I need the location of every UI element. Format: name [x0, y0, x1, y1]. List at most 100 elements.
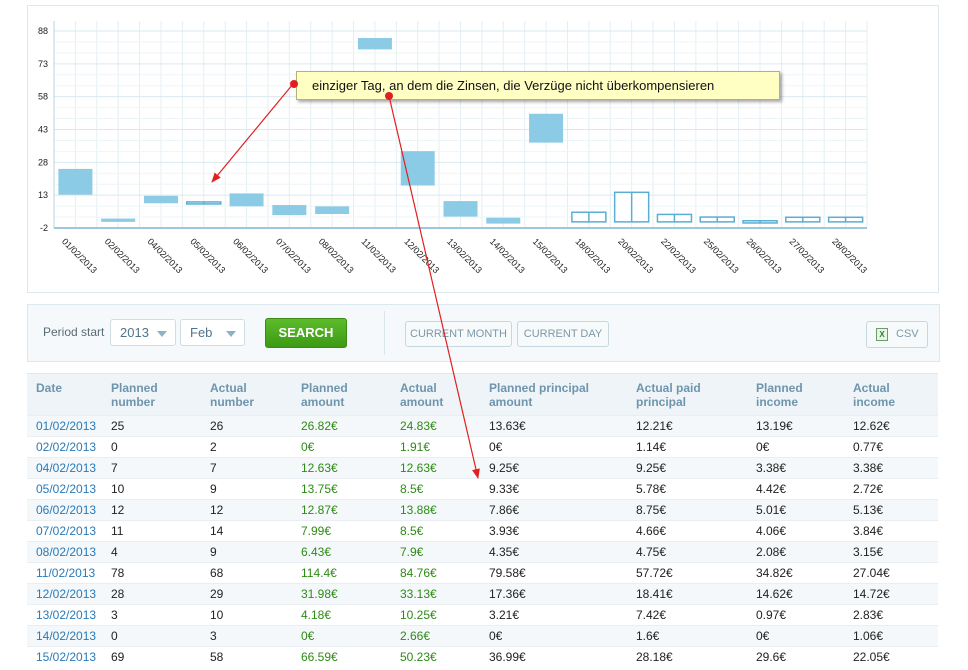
- csv-export-button[interactable]: X CSV: [866, 321, 928, 348]
- cell-actual-amount: 33.13€: [391, 583, 480, 605]
- cell-actual-number: 9: [201, 541, 292, 563]
- cell-actual-amount: 1.91€: [391, 436, 480, 458]
- header-actual-income[interactable]: Actual income: [844, 373, 938, 416]
- search-button[interactable]: SEARCH: [265, 318, 347, 348]
- cell-date[interactable]: 12/02/2013: [27, 583, 102, 605]
- month-value: Feb: [190, 325, 213, 340]
- chevron-down-icon: [226, 331, 236, 337]
- cell-planned-amount: 114.4€: [292, 562, 391, 584]
- cell-planned-number: 4: [102, 541, 201, 563]
- cell-date[interactable]: 04/02/2013: [27, 457, 102, 479]
- cell-planned-principal: 9.25€: [480, 457, 627, 479]
- y-tick-label: 58: [38, 92, 48, 102]
- cell-actual-income: 2.72€: [844, 478, 938, 500]
- cell-actual-number: 7: [201, 457, 292, 479]
- cell-planned-number: 12: [102, 499, 201, 521]
- table-row: 13/02/2013 3 10 4.18€ 10.25€ 3.21€ 7.42€ 0.97€ 2…: [27, 604, 938, 626]
- cell-planned-number: 25: [102, 415, 201, 437]
- cell-date[interactable]: 15/02/2013: [27, 646, 102, 667]
- table-row: 04/02/2013 7 7 12.63€ 12.63€ 9.25€ 9.25€ 3.38€ 3…: [27, 457, 938, 479]
- cell-actual-number: 29: [201, 583, 292, 605]
- header-planned-number[interactable]: Planned number: [102, 373, 201, 416]
- toolbar-divider: [384, 311, 385, 355]
- header-actual-paid-principal[interactable]: Actual paid principal: [627, 373, 747, 416]
- x-tick-label: 26/02/2013: [745, 236, 784, 275]
- cell-planned-principal: 0€: [480, 625, 627, 647]
- table-row: 12/02/2013 28 29 31.98€ 33.13€ 17.36€ 18.41€ 14…: [27, 583, 938, 605]
- cell-actual-income: 14.72€: [844, 583, 938, 605]
- cell-planned-income: 4.06€: [747, 520, 844, 542]
- current-month-button[interactable]: CURRENT MONTH: [405, 321, 512, 347]
- current-day-button[interactable]: CURRENT DAY: [517, 321, 609, 347]
- year-select[interactable]: 2013: [110, 319, 176, 346]
- cell-planned-amount: 7.99€: [292, 520, 391, 542]
- cell-planned-principal: 3.93€: [480, 520, 627, 542]
- cell-planned-amount: 4.18€: [292, 604, 391, 626]
- cell-planned-income: 29.6€: [747, 646, 844, 667]
- cell-actual-paid-principal: 1.14€: [627, 436, 747, 458]
- cell-actual-amount: 13.88€: [391, 499, 480, 521]
- header-actual-number[interactable]: Actual number: [201, 373, 292, 416]
- cell-planned-number: 0: [102, 436, 201, 458]
- candlestick-chart: 88 73 58 43 28 13 -2 01/02/2013 02/02/2013 04/02/…: [38, 21, 869, 275]
- header-date[interactable]: Date: [27, 373, 102, 416]
- cell-planned-principal: 9.33€: [480, 478, 627, 500]
- candle-bar: [443, 201, 478, 217]
- header-actual-amount[interactable]: Actual amount: [391, 373, 480, 416]
- x-tick-label: 11/02/2013: [360, 236, 398, 274]
- x-tick-label: 25/02/2013: [702, 236, 741, 275]
- x-tick-label: 01/02/2013: [60, 236, 99, 275]
- cell-actual-amount: 7.9€: [391, 541, 480, 563]
- cell-date[interactable]: 01/02/2013: [27, 415, 102, 437]
- cell-planned-amount: 12.63€: [292, 457, 391, 479]
- cell-date[interactable]: 11/02/2013: [27, 562, 102, 584]
- cell-actual-income: 1.06€: [844, 625, 938, 647]
- cell-actual-number: 9: [201, 478, 292, 500]
- cell-planned-number: 11: [102, 520, 201, 542]
- cell-planned-number: 0: [102, 625, 201, 647]
- header-planned-amount[interactable]: Planned amount: [292, 373, 391, 416]
- x-tick-label: 04/02/2013: [146, 236, 185, 275]
- cell-actual-paid-principal: 9.25€: [627, 457, 747, 479]
- cell-date[interactable]: 07/02/2013: [27, 520, 102, 542]
- table-row: 14/02/2013 0 3 0€ 2.66€ 0€ 1.6€ 0€ 1.06€: [27, 625, 938, 647]
- candle-bar: [357, 38, 392, 50]
- x-tick-label: 14/02/2013: [488, 236, 527, 275]
- cell-date[interactable]: 05/02/2013: [27, 478, 102, 500]
- candle-bar: [229, 193, 264, 207]
- cell-date[interactable]: 02/02/2013: [27, 436, 102, 458]
- header-planned-principal[interactable]: Planned principal amount: [480, 373, 627, 416]
- candle-bar: [58, 168, 93, 195]
- cell-planned-principal: 17.36€: [480, 583, 627, 605]
- x-tick-label: 08/02/2013: [317, 236, 356, 275]
- cell-date[interactable]: 06/02/2013: [27, 499, 102, 521]
- cell-planned-income: 5.01€: [747, 499, 844, 521]
- table-row: 08/02/2013 4 9 6.43€ 7.9€ 4.35€ 4.75€ 2.08€ 3.15…: [27, 541, 938, 563]
- cell-actual-number: 2: [201, 436, 292, 458]
- cell-date[interactable]: 13/02/2013: [27, 604, 102, 626]
- cell-actual-paid-principal: 4.66€: [627, 520, 747, 542]
- header-planned-income[interactable]: Planned income: [747, 373, 844, 416]
- cell-date[interactable]: 08/02/2013: [27, 541, 102, 563]
- x-tick-label: 28/02/2013: [830, 236, 869, 275]
- cell-planned-number: 7: [102, 457, 201, 479]
- x-tick-label: 06/02/2013: [231, 236, 270, 275]
- cell-date[interactable]: 14/02/2013: [27, 625, 102, 647]
- cell-actual-paid-principal: 18.41€: [627, 583, 747, 605]
- x-tick-label: 05/02/2013: [188, 236, 227, 275]
- table-row: 15/02/2013 69 58 66.59€ 50.23€ 36.99€ 28.18€ 29…: [27, 646, 938, 667]
- x-tick-label: 02/02/2013: [103, 236, 142, 275]
- cell-actual-number: 10: [201, 604, 292, 626]
- cell-actual-number: 12: [201, 499, 292, 521]
- cell-actual-income: 3.84€: [844, 520, 938, 542]
- x-tick-label: 20/02/2013: [616, 236, 655, 275]
- x-tick-label: 13/02/2013: [445, 236, 484, 275]
- month-select[interactable]: Feb: [180, 319, 245, 346]
- cell-planned-number: 3: [102, 604, 201, 626]
- cell-actual-amount: 8.5€: [391, 520, 480, 542]
- cell-actual-amount: 84.76€: [391, 562, 480, 584]
- x-tick-label: 27/02/2013: [787, 236, 826, 275]
- cell-planned-principal: 7.86€: [480, 499, 627, 521]
- cell-actual-paid-principal: 4.75€: [627, 541, 747, 563]
- cell-actual-income: 0.77€: [844, 436, 938, 458]
